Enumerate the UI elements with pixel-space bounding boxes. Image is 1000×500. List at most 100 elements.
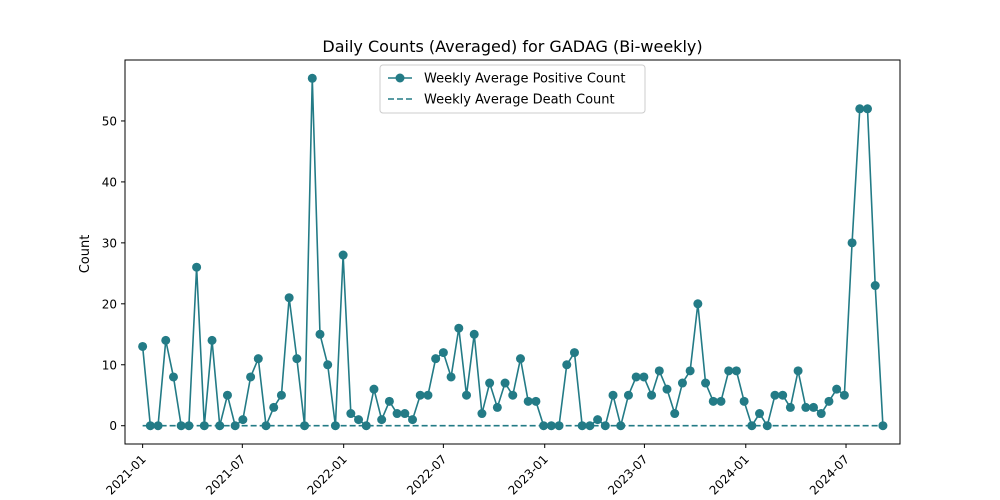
positive-count-point (793, 366, 803, 376)
positive-count-point (346, 409, 356, 419)
positive-count-point (847, 238, 857, 248)
positive-count-point (508, 390, 518, 400)
legend-marker-positive (395, 73, 405, 83)
positive-count-point (562, 360, 572, 370)
legend-label-positive: Weekly Average Positive Count (424, 72, 625, 87)
positive-count-point (253, 354, 263, 364)
positive-count-point (693, 299, 703, 309)
positive-count-point (361, 421, 371, 431)
positive-count-point (153, 421, 163, 431)
plot-frame (124, 59, 901, 445)
legend-label-death: Weekly Average Death Count (424, 93, 615, 108)
positive-count-point (300, 421, 310, 431)
positive-count-point (515, 354, 525, 364)
positive-count-point (354, 415, 364, 425)
legend-box (379, 64, 646, 114)
positive-count-point (222, 390, 232, 400)
positive-count-point (500, 378, 510, 388)
positive-count-point (731, 366, 741, 376)
positive-count-point (423, 390, 433, 400)
positive-count-point (593, 415, 603, 425)
positive-count-point (207, 335, 217, 345)
positive-count-point (701, 378, 711, 388)
positive-count-point (246, 372, 256, 382)
positive-count-point (577, 421, 587, 431)
positive-count-point (623, 390, 633, 400)
positive-count-point (261, 421, 271, 431)
positive-count-point (685, 366, 695, 376)
positive-count-point (438, 348, 448, 358)
positive-count-point (747, 421, 757, 431)
positive-count-point (809, 402, 819, 412)
positive-count-point (708, 396, 718, 406)
y-axis: 0 10 20 30 40 50 (102, 114, 125, 433)
positive-count-point (408, 415, 418, 425)
positive-count-point (770, 390, 780, 400)
positive-count-point (569, 348, 579, 358)
positive-count-point (739, 396, 749, 406)
positive-count-point (392, 409, 402, 419)
y-axis-label: Count (78, 235, 93, 274)
positive-count-point (377, 415, 387, 425)
positive-count-point (801, 402, 811, 412)
positive-count-point (161, 335, 171, 345)
series-layer (138, 73, 888, 431)
positive-count-point (585, 421, 595, 431)
positive-count-point (454, 323, 464, 333)
positive-count-point (523, 396, 533, 406)
positive-count-point (145, 421, 155, 431)
positive-count-point (677, 378, 687, 388)
positive-count-point (369, 384, 379, 394)
positive-count-point (276, 390, 286, 400)
positive-count-point (492, 402, 502, 412)
y-tick-label: 40 (102, 175, 117, 189)
positive-count-point (199, 421, 209, 431)
y-tick-label: 50 (102, 114, 117, 128)
positive-count-point (716, 396, 726, 406)
positive-count-point (785, 402, 795, 412)
positive-count-point (415, 390, 425, 400)
positive-count-point (863, 104, 872, 114)
positive-count-point (269, 402, 279, 412)
positive-count-point (824, 396, 834, 406)
positive-count-point (138, 341, 148, 351)
positive-count-point (755, 409, 765, 419)
positive-count-point (662, 384, 672, 394)
positive-count-point (608, 390, 618, 400)
chart-title: Daily Counts (Averaged) for GADAG (Bi-we… (322, 37, 702, 56)
positive-count-point (284, 293, 294, 303)
positive-count-point (469, 329, 479, 339)
positive-count-point (647, 390, 657, 400)
positive-count-point (323, 360, 333, 370)
positive-count-point (238, 415, 248, 425)
positive-count-point (631, 372, 641, 382)
positive-count-point (168, 372, 178, 382)
positive-count-point (816, 409, 826, 419)
legend: Weekly Average Positive Count Weekly Ave… (379, 64, 646, 114)
y-tick-label: 10 (102, 358, 117, 372)
positive-count-point (384, 396, 394, 406)
positive-count-point (462, 390, 472, 400)
positive-count-point (839, 390, 849, 400)
y-tick-label: 20 (102, 297, 117, 311)
positive-count-point (292, 354, 302, 364)
positive-count-point (654, 366, 664, 376)
positive-count-point (855, 104, 865, 114)
positive-count-point (531, 396, 541, 406)
positive-count-point (307, 73, 317, 83)
positive-count-point (338, 250, 348, 260)
positive-count-point (485, 378, 495, 388)
positive-count-point (446, 372, 456, 382)
y-tick-label: 0 (109, 419, 117, 433)
positive-count-point (192, 262, 202, 272)
positive-count-point (400, 409, 410, 419)
y-tick-label: 30 (102, 236, 117, 250)
positive-count-point (832, 384, 842, 394)
positive-count-point (870, 281, 880, 291)
positive-count-point (639, 372, 649, 382)
positive-count-point (477, 409, 487, 419)
positive-count-point (315, 329, 325, 339)
positive-count-point (778, 390, 788, 400)
positive-count-point (431, 354, 441, 364)
